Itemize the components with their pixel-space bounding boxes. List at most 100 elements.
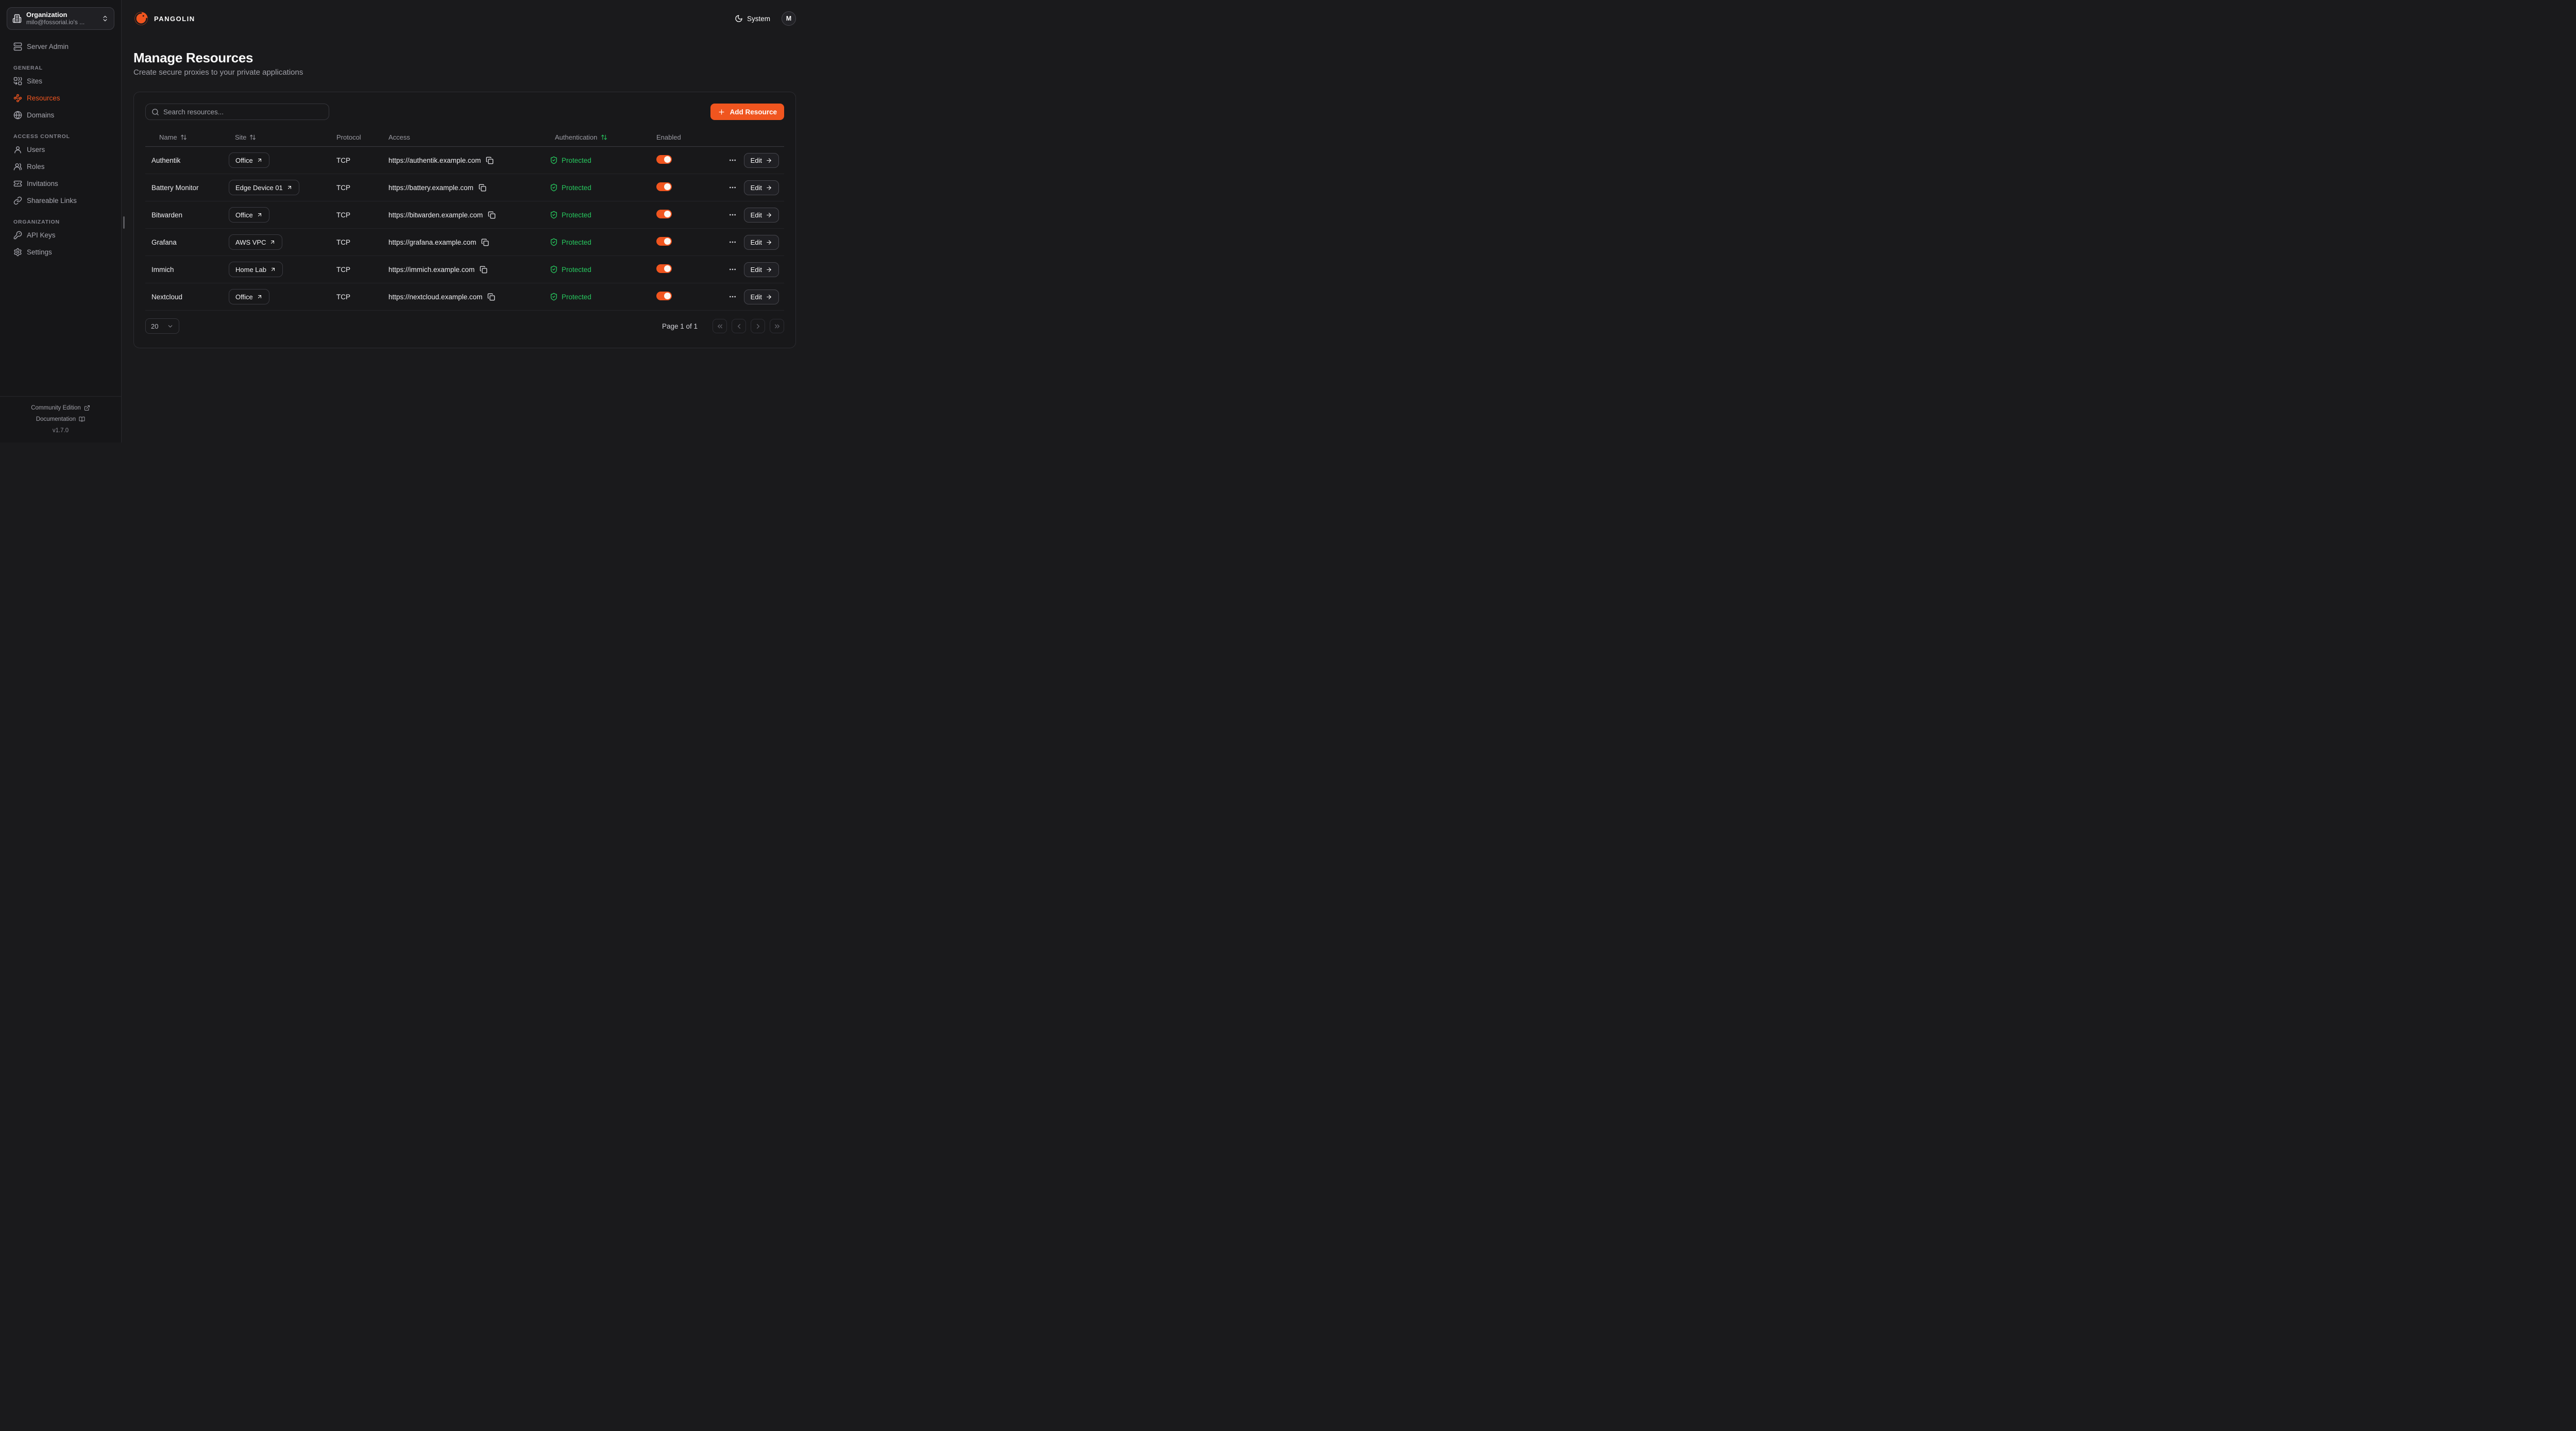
site-link[interactable]: Office: [229, 289, 269, 304]
avatar[interactable]: M: [782, 11, 796, 26]
enabled-toggle[interactable]: [656, 210, 672, 218]
edit-button[interactable]: Edit: [743, 262, 779, 277]
column-header-name[interactable]: Name: [145, 133, 229, 141]
resource-name: Immich: [151, 265, 174, 274]
globe-icon: [13, 111, 22, 120]
add-resource-button[interactable]: Add Resource: [710, 104, 784, 120]
page-size-select[interactable]: 20: [145, 318, 179, 334]
org-selector-value: milo@fossorial.io's ...: [26, 19, 85, 26]
documentation-label: Documentation: [36, 416, 76, 422]
resource-protocol: TCP: [336, 183, 350, 192]
edit-button[interactable]: Edit: [743, 289, 779, 304]
user-icon: [13, 145, 22, 154]
row-menu-button[interactable]: [728, 238, 737, 246]
auth-status: Protected: [562, 265, 591, 274]
column-header-site[interactable]: Site: [229, 133, 336, 141]
toggle-knob: [664, 265, 671, 272]
theme-toggle[interactable]: System: [735, 14, 770, 23]
column-header-protocol: Protocol: [336, 133, 361, 141]
server-icon: [13, 42, 22, 51]
page-subtitle: Create secure proxies to your private ap…: [133, 68, 303, 77]
site-link[interactable]: Office: [229, 152, 269, 168]
copy-button[interactable]: [481, 238, 489, 246]
copy-button[interactable]: [487, 293, 495, 301]
community-edition-link[interactable]: Community Edition: [31, 402, 90, 414]
sidebar-section-general: GENERAL: [13, 65, 43, 71]
sidebar-item-shareable-links[interactable]: Shareable Links: [8, 192, 113, 209]
table-header: Name Site Protocol Access Authentication: [145, 128, 784, 147]
arrow-up-right-icon: [270, 266, 276, 272]
site-link[interactable]: Office: [229, 207, 269, 223]
shield-check-icon: [550, 211, 558, 219]
copy-icon: [488, 211, 496, 219]
sidebar-item-roles[interactable]: Roles: [8, 158, 113, 175]
site-link[interactable]: AWS VPC: [229, 234, 283, 250]
column-header-access: Access: [388, 133, 410, 141]
row-menu-button[interactable]: [728, 183, 737, 192]
copy-button[interactable]: [488, 211, 496, 219]
sidebar-item-resources[interactable]: Resources: [8, 90, 113, 107]
copy-icon: [481, 238, 489, 246]
resources-card: Add Resource Name Site Protocol Access: [133, 92, 796, 348]
edit-button[interactable]: Edit: [743, 180, 779, 195]
arrow-right-icon: [766, 266, 772, 273]
first-page-button[interactable]: [713, 319, 727, 333]
enabled-toggle[interactable]: [656, 264, 672, 273]
copy-button[interactable]: [479, 184, 486, 192]
edit-button[interactable]: Edit: [743, 234, 779, 250]
ellipsis-icon: [728, 238, 737, 246]
ellipsis-icon: [728, 293, 737, 301]
sidebar-item-domains[interactable]: Domains: [8, 107, 113, 124]
chevron-left-icon: [735, 322, 743, 330]
enabled-toggle[interactable]: [656, 292, 672, 300]
sites-icon: [13, 77, 22, 86]
copy-button[interactable]: [486, 157, 494, 164]
org-selector[interactable]: Organization milo@fossorial.io's ...: [7, 7, 114, 30]
sidebar-item-users[interactable]: Users: [8, 141, 113, 158]
column-header-authentication[interactable]: Authentication: [550, 133, 655, 141]
sidebar-scrollbar-thumb[interactable]: [123, 216, 125, 229]
shield-check-icon: [550, 293, 558, 301]
table-row: Nextcloud Office TCP https://nextcloud.e…: [145, 283, 784, 311]
shield-check-icon: [550, 156, 558, 164]
sidebar-item-invitations[interactable]: Invitations: [8, 175, 113, 192]
sidebar-item-sites[interactable]: Sites: [8, 73, 113, 90]
row-menu-button[interactable]: [728, 211, 737, 219]
enabled-toggle[interactable]: [656, 182, 672, 191]
sidebar-item-server-admin[interactable]: Server Admin: [8, 38, 113, 55]
table-row: Bitwarden Office TCP https://bitwarden.e…: [145, 201, 784, 229]
previous-page-button[interactable]: [732, 319, 746, 333]
row-menu-button[interactable]: [728, 156, 737, 164]
sidebar-item-label: Settings: [27, 248, 52, 256]
site-link[interactable]: Edge Device 01: [229, 180, 299, 195]
auth-status: Protected: [562, 293, 591, 301]
arrow-right-icon: [766, 212, 772, 218]
toggle-knob: [664, 211, 671, 217]
copy-button[interactable]: [480, 266, 487, 274]
arrow-up-right-icon: [257, 294, 263, 300]
sidebar-item-api-keys[interactable]: API Keys: [8, 227, 113, 244]
community-edition-label: Community Edition: [31, 405, 81, 411]
building-icon: [12, 14, 22, 23]
resource-name: Authentik: [151, 156, 181, 164]
enabled-toggle[interactable]: [656, 237, 672, 246]
sidebar-nav: Server Admin GENERAL Sites Resources Dom…: [0, 30, 121, 261]
resource-protocol: TCP: [336, 156, 350, 164]
search-input[interactable]: [163, 108, 323, 116]
copy-icon: [479, 184, 486, 192]
documentation-link[interactable]: Documentation: [36, 414, 85, 425]
sidebar-item-label: Invitations: [27, 180, 58, 188]
sidebar-item-settings[interactable]: Settings: [8, 244, 113, 261]
edit-button[interactable]: Edit: [743, 152, 779, 168]
resource-url: https://grafana.example.com: [388, 238, 477, 246]
site-link[interactable]: Home Lab: [229, 262, 283, 277]
external-link-icon: [84, 405, 90, 411]
next-page-button[interactable]: [751, 319, 765, 333]
row-menu-button[interactable]: [728, 293, 737, 301]
resource-url: https://authentik.example.com: [388, 156, 481, 164]
edit-button[interactable]: Edit: [743, 207, 779, 223]
enabled-toggle[interactable]: [656, 155, 672, 164]
auth-status: Protected: [562, 238, 591, 246]
row-menu-button[interactable]: [728, 265, 737, 274]
last-page-button[interactable]: [770, 319, 784, 333]
